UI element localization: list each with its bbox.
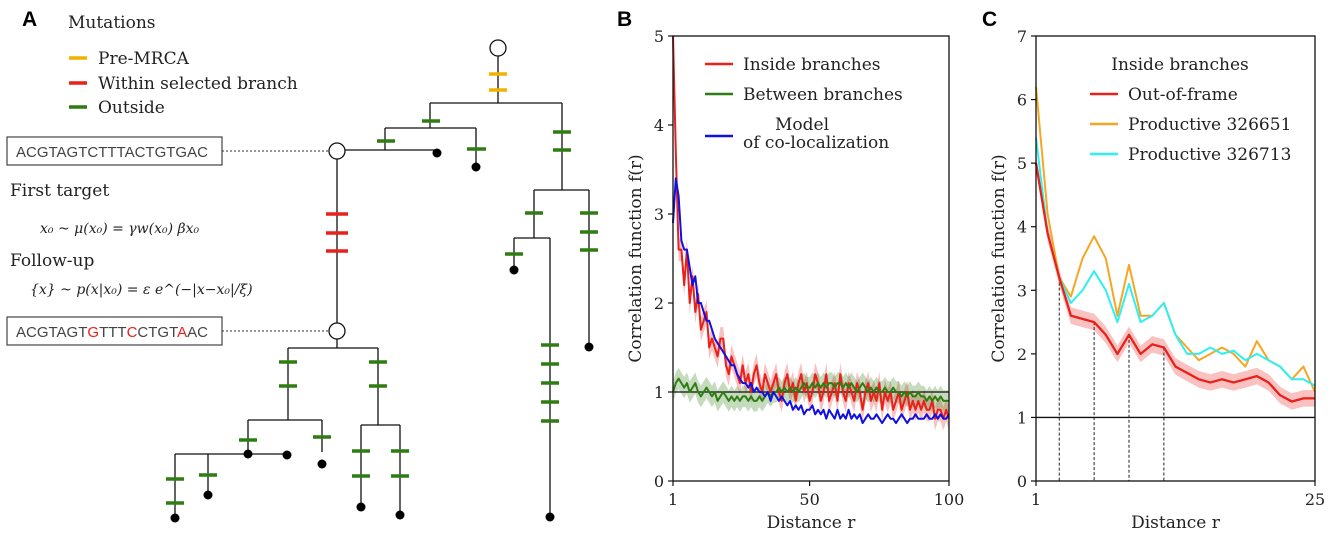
leaf-node: [584, 342, 594, 352]
leaf-node: [317, 459, 327, 469]
legend-label-outside: Outside: [98, 98, 165, 118]
sequence-box-top: [6, 136, 223, 166]
series-line-0: [672, 35, 950, 420]
legend-label-line: Model: [775, 115, 829, 135]
legend-label-1: Between branches: [743, 85, 903, 105]
legend-title-mutations: Mutations: [68, 13, 156, 33]
confidence-band-1: [673, 368, 949, 412]
first-target-label: First target: [10, 181, 109, 201]
plot-frame: [672, 35, 950, 482]
y-tick-label: 7: [1017, 27, 1027, 46]
x-axis-label: Distance r: [767, 513, 857, 533]
sequence-box-bottom: [6, 316, 223, 346]
x-tick-label: 1: [1031, 490, 1041, 509]
leaf-node: [203, 490, 213, 500]
leaf-node: [282, 450, 292, 460]
legend-label-pre-mrca: Pre-MRCA: [98, 49, 190, 69]
legend-label-1: Productive 326651: [1128, 115, 1291, 135]
y-tick-label: 6: [1017, 91, 1027, 110]
series-line-0-top: [1034, 162, 1315, 403]
tree-nodes: [170, 39, 594, 523]
panel-a-label: A: [22, 8, 37, 31]
series-line-1: [672, 377, 949, 402]
sequence-top: ACGTAGTCTTTACTGTGAC: [16, 144, 208, 161]
y-tick-label: 0: [1017, 472, 1027, 491]
seq-part: ACGTAGT: [16, 324, 87, 341]
follow-up-formula: {x} ~ p(x|x₀) = ε e^(−|x−x₀|/ξ): [30, 282, 253, 298]
series-line-2: [672, 177, 950, 425]
x-tick-label: 1: [668, 490, 678, 509]
y-tick-label: 2: [654, 294, 664, 313]
y-tick-label: 3: [1017, 281, 1027, 300]
first-target-node: [328, 142, 346, 160]
follow-up-label: Follow-up: [10, 251, 94, 271]
follow-up-node: [328, 322, 346, 340]
panel-b-label: B: [617, 8, 632, 31]
y-tick-label: 1: [1017, 408, 1027, 427]
leaf-node: [545, 512, 555, 522]
leaf-node: [509, 265, 519, 275]
seq-mutation: G: [87, 324, 99, 341]
y-tick-label: 1: [654, 383, 664, 402]
plot-frame: [1035, 35, 1316, 482]
legend-label-within-branch: Within selected branch: [98, 74, 298, 94]
seq-part: CTGT: [137, 324, 178, 341]
leaf-node: [395, 510, 405, 520]
root-node: [489, 39, 507, 57]
x-tick-label: 50: [799, 490, 819, 509]
legend-label-0: Inside branches: [743, 55, 881, 75]
seq-part: TTT: [99, 324, 127, 341]
legend-label-line: of co-localization: [743, 133, 889, 153]
leaf-node: [471, 162, 481, 172]
y-axis-label: Correlation function f(r): [989, 154, 1009, 362]
y-tick-label: 3: [654, 205, 664, 224]
y-tick-label: 0: [654, 472, 664, 491]
seq-mutation: A: [177, 324, 187, 341]
x-axis-label: Distance r: [1131, 513, 1221, 533]
y-axis-label: Correlation function f(r): [626, 154, 646, 362]
y-tick-label: 4: [1017, 218, 1027, 237]
x-tick-label: 25: [1305, 490, 1325, 509]
first-target-formula: x₀ ~ μ(x₀) = γw(x₀) βx₀: [40, 221, 200, 237]
leaf-node: [243, 449, 253, 459]
series-line-2: [1035, 137, 1316, 387]
leaf-node: [170, 513, 180, 523]
mutation-legend: Pre-MRCA Within selected branch Outside: [69, 49, 298, 118]
legend-title: Inside branches: [1111, 55, 1249, 75]
legend-label-0: Out-of-frame: [1128, 85, 1238, 105]
leaf-node: [356, 502, 366, 512]
x-tick-label: 100: [934, 490, 965, 509]
y-tick-label: 5: [654, 27, 664, 46]
y-tick-label: 5: [1017, 154, 1027, 173]
confidence-band-0: [1036, 154, 1315, 410]
panel-a: A Mutations Pre-MRCA Within selected bra…: [6, 8, 598, 523]
mutation-marks: [166, 72, 598, 505]
legend-label-2: Model of co-localization: [743, 115, 889, 153]
sequence-bottom: ACGTAGTGTTTCCTGTAAC: [16, 324, 208, 341]
seq-part: AC: [187, 324, 208, 341]
panel-c-label: C: [982, 8, 997, 31]
seq-mutation: C: [127, 324, 138, 341]
y-tick-label: 4: [654, 116, 664, 135]
y-tick-label: 2: [1017, 345, 1027, 364]
legend-label-2: Productive 326713: [1128, 145, 1291, 165]
leaf-node: [432, 148, 442, 158]
